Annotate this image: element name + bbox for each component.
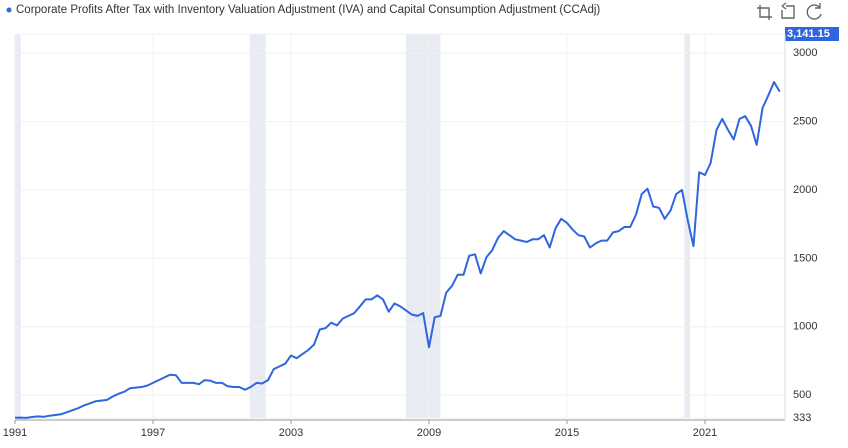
recession-band xyxy=(684,34,691,418)
y-tick-label: 2000 xyxy=(793,184,817,196)
y-tick-label: 333 xyxy=(793,412,811,424)
x-tick-label: 2003 xyxy=(279,427,303,439)
x-tick-label: 1997 xyxy=(141,427,165,439)
x-tick-label: 1991 xyxy=(3,427,27,439)
x-tick-label: 2015 xyxy=(555,427,579,439)
y-tick-label: 2500 xyxy=(793,116,817,128)
recession-band xyxy=(405,34,441,418)
legend-dot xyxy=(6,7,12,13)
chart-title: Corporate Profits After Tax with Invento… xyxy=(16,4,600,16)
y-tick-label: 1500 xyxy=(793,252,817,264)
refresh-icon[interactable] xyxy=(806,3,822,20)
y-tick-label: 500 xyxy=(793,389,811,401)
line-series xyxy=(14,81,781,419)
zoom-icon[interactable] xyxy=(757,5,772,20)
last-value-badge xyxy=(785,27,839,41)
y-tick-label: 1000 xyxy=(793,321,817,333)
recession-band xyxy=(15,34,21,418)
reset-icon[interactable] xyxy=(781,2,795,19)
last-value-label: 3,141.15 xyxy=(787,28,830,40)
x-tick-label: 2021 xyxy=(693,427,717,439)
toolbar xyxy=(757,2,822,20)
x-tick-label: 2009 xyxy=(417,427,441,439)
recession-band xyxy=(249,34,266,418)
y-tick-label: 3000 xyxy=(793,47,817,59)
